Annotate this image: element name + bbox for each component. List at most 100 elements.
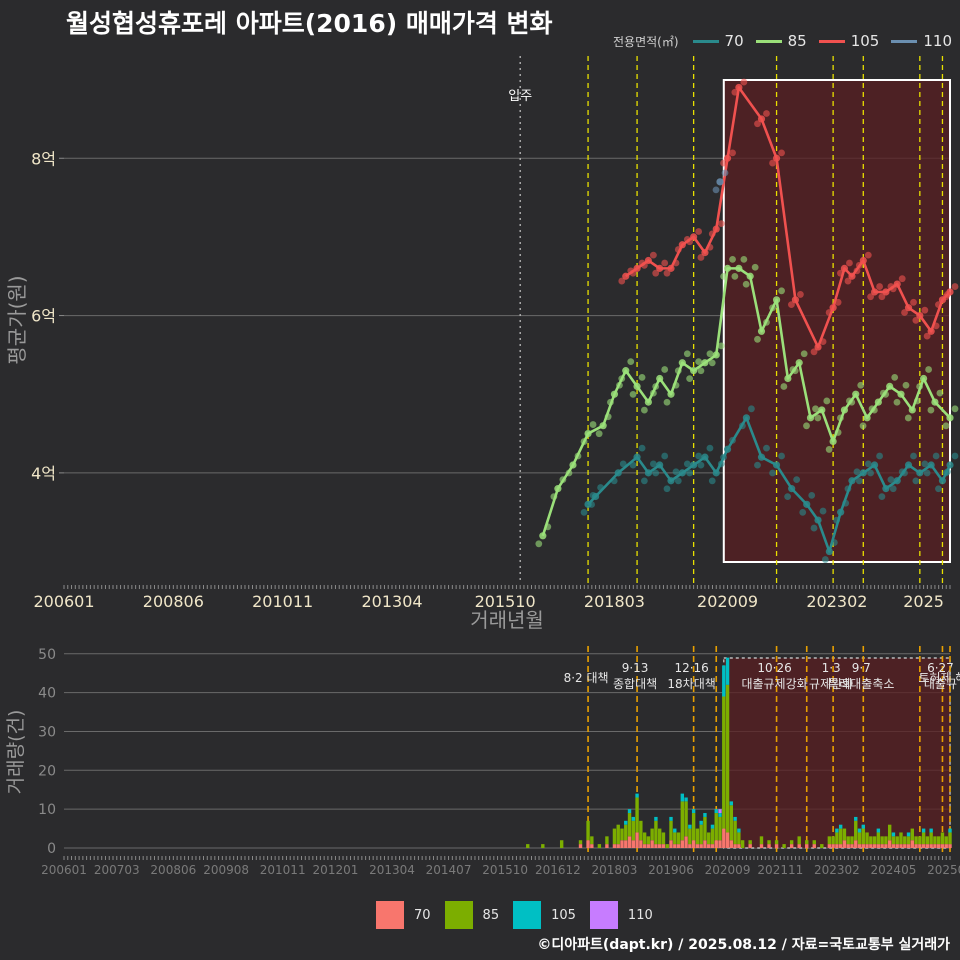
volume-bar-85 xyxy=(616,824,620,845)
price-point-70 xyxy=(837,508,845,516)
price-point-85 xyxy=(746,272,754,280)
volume-legend-item-70: 70 xyxy=(376,901,431,929)
price-scatter-85 xyxy=(627,358,635,366)
volume-y-tick-label: 10 xyxy=(38,802,56,818)
price-scatter-85 xyxy=(837,414,844,422)
price-point-105 xyxy=(927,327,935,335)
price-point-70 xyxy=(904,461,913,469)
price-point-70 xyxy=(592,492,600,501)
volume-bar-105 xyxy=(857,828,862,833)
volume-bar-70 xyxy=(688,844,692,848)
volume-bar-70 xyxy=(624,840,628,848)
volume-y-tick-label: 40 xyxy=(38,686,56,702)
volume-bar-70 xyxy=(812,844,816,848)
volume-bar-70 xyxy=(650,840,654,848)
price-scatter-105 xyxy=(834,298,842,306)
price-scatter-105 xyxy=(951,283,959,290)
price-point-70 xyxy=(712,469,720,477)
price-scatter-70 xyxy=(923,469,931,477)
volume-bar-85 xyxy=(789,840,794,845)
volume-bar-85 xyxy=(899,832,903,845)
volume-x-tick-label: 200806 xyxy=(150,863,196,877)
volume-legend-swatch-110 xyxy=(589,901,618,929)
volume-policy-label-line: 10·26 xyxy=(757,661,791,675)
legend-item-85: 85 xyxy=(755,32,807,50)
volume-bar-70 xyxy=(729,840,734,848)
price-point-85 xyxy=(795,359,803,367)
volume-bar-70 xyxy=(925,844,930,848)
volume-bar-105 xyxy=(929,828,933,833)
volume-bar-105 xyxy=(684,797,688,802)
price-scatter-105 xyxy=(867,293,874,301)
price-scatter-85 xyxy=(661,366,669,373)
price-point-105 xyxy=(667,264,675,272)
volume-bar-85 xyxy=(710,828,715,845)
price-scatter-85 xyxy=(589,421,597,428)
price-scatter-85 xyxy=(652,383,660,390)
price-point-70 xyxy=(656,461,664,469)
volume-bar-85 xyxy=(869,836,873,845)
volume-bar-70 xyxy=(831,844,835,848)
volume-bar-105 xyxy=(635,793,639,798)
volume-bar-85 xyxy=(842,828,847,841)
price-scatter-70 xyxy=(842,499,850,507)
volume-bar-85 xyxy=(876,832,881,845)
price-scatter-105 xyxy=(878,293,886,301)
price-scatter-85 xyxy=(663,398,671,406)
volume-bar-85 xyxy=(827,836,832,845)
volume-bar-85 xyxy=(929,832,933,845)
volume-bar-85 xyxy=(684,801,688,837)
price-point-70 xyxy=(701,453,709,461)
price-point-85 xyxy=(569,461,577,469)
price-scatter-85 xyxy=(708,359,716,367)
price-scatter-85 xyxy=(706,350,714,358)
price-scatter-85 xyxy=(893,398,901,406)
volume-bar-70 xyxy=(880,844,884,848)
price-point-105 xyxy=(791,296,800,304)
volume-bar-85 xyxy=(891,836,896,845)
volume-bar-70 xyxy=(838,844,843,848)
price-scatter-105 xyxy=(686,238,694,246)
volume-x-tick-label: 201803 xyxy=(592,863,638,877)
price-scatter-70 xyxy=(778,452,785,460)
price-point-105 xyxy=(893,280,901,288)
volume-bar-105 xyxy=(835,828,839,833)
volume-bar-85 xyxy=(838,828,843,845)
volume-bar-85 xyxy=(646,836,651,845)
volume-bar-70 xyxy=(895,844,899,848)
price-scatter-85 xyxy=(882,390,890,398)
legend-item-70: 70 xyxy=(692,32,744,50)
price-point-70 xyxy=(644,469,652,477)
volume-bar-70 xyxy=(733,844,737,848)
price-y-tick-label: 8억 xyxy=(31,149,56,168)
volume-bar-70 xyxy=(635,832,639,848)
legend-item-110: 110 xyxy=(891,32,952,50)
volume-bar-105 xyxy=(891,832,896,837)
price-scatter-85 xyxy=(607,398,614,406)
price-scatter-105 xyxy=(649,251,657,259)
volume-bar-70 xyxy=(869,844,873,848)
volume-bar-85 xyxy=(906,836,911,845)
price-scatter-70 xyxy=(739,422,746,430)
price-scatter-105 xyxy=(898,275,906,283)
volume-bar-70 xyxy=(872,844,877,848)
volume-policy-label-line: 대출규 xyxy=(924,677,957,691)
legend-label-105: 105 xyxy=(850,32,880,50)
price-scatter-105 xyxy=(652,269,660,277)
price-point-105 xyxy=(772,154,781,162)
price-point-105 xyxy=(690,233,698,241)
price-scatter-70 xyxy=(661,452,669,460)
price-scatter-85 xyxy=(535,540,543,548)
volume-bar-70 xyxy=(906,844,911,848)
volume-bar-85 xyxy=(733,820,737,845)
volume-bar-85 xyxy=(831,836,835,845)
volume-bar-70 xyxy=(725,832,730,848)
volume-policy-label-line: 특례대출축소 xyxy=(828,677,894,691)
price-scatter-70 xyxy=(649,460,657,468)
price-scatter-85 xyxy=(683,350,691,358)
volume-bar-70 xyxy=(722,828,726,848)
volume-bar-70 xyxy=(631,840,635,848)
volume-bar-70 xyxy=(774,844,779,848)
volume-bar-70 xyxy=(876,844,881,848)
price-point-85 xyxy=(908,406,916,414)
